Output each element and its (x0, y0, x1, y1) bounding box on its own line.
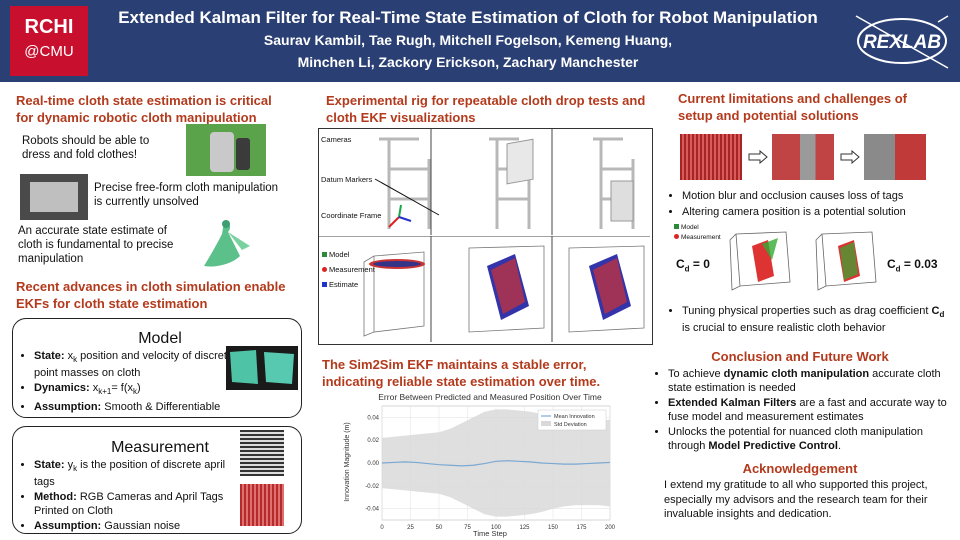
viz-legend-estimate: Estimate (322, 280, 375, 289)
heading-cloth-simulation: Recent advances in cloth simulation enab… (16, 279, 286, 311)
heading-experimental-rig: Experimental rig for repeatable cloth dr… (326, 93, 646, 125)
model-bullet-list: State: xk position and velocity of discr… (18, 350, 234, 416)
measurement-state-item: State: yk is the position of discrete ap… (34, 459, 248, 489)
chart-x-axis-label: Time Step (473, 529, 507, 538)
chart-legend-box (537, 409, 607, 431)
chart-y-tick-label: -0.02 (365, 484, 379, 490)
limitations-bullet-list: Motion blur and occlusion causes loss of… (666, 190, 952, 221)
cloth-dancer-image (204, 220, 250, 267)
conclusion-bullet-list: To achieve dynamic cloth manipulation ac… (652, 368, 950, 455)
chart-x-tick-label: 0 (380, 525, 384, 531)
model-assumption-item: Assumption: Smooth & Differentiable (34, 401, 234, 415)
measurement-assumption-item: Assumption: Gaussian noise (34, 520, 248, 534)
chart-x-tick-label: 25 (407, 525, 414, 531)
chart-mean-line (381, 460, 611, 467)
chart-y-axis-label: Innovation Magnitude (m) (344, 422, 351, 501)
viz-legend-measurement: Measurement (322, 265, 375, 274)
chart-legend-std-label: Std Deviation (554, 422, 587, 428)
model-state-item: State: xk position and velocity of discr… (34, 350, 234, 380)
rig-label-cameras: Cameras (321, 135, 352, 144)
robot-folding-photo (20, 174, 88, 220)
conclusion-item: Extended Kalman Filters are a fast and a… (668, 397, 950, 424)
chart-legend-mean-label: Mean Innovation (554, 414, 595, 420)
rexlab-logo-text: REXLAB (863, 32, 941, 53)
chart-y-tick-label: 0.04 (367, 415, 379, 421)
measurement-bullet-list: State: yk is the position of discrete ap… (18, 459, 248, 536)
drag-coefficient-item: Tuning physical properties such as drag … (682, 305, 952, 335)
rexlab-logo: REXLAB (855, 15, 949, 69)
acknowledgement-text: I extend my gratitude to all who support… (664, 479, 928, 520)
chart-x-tick-label: 75 (464, 525, 471, 531)
heading-acknowledgement: Acknowledgement (742, 461, 858, 476)
rig-label-coordinate-frame: Coordinate Frame (321, 211, 382, 220)
cd-003-label: Cd = 0.03 (887, 257, 938, 274)
rchi-logo-text: RCHI (24, 16, 74, 38)
cloth-photo-full-tags (680, 134, 742, 180)
chart-std-band (382, 409, 610, 517)
chart-y-tick-label: 0.02 (367, 438, 379, 444)
rig-label-datum-markers: Datum Markers (321, 175, 373, 184)
drag-cd003-plot (815, 231, 877, 291)
model-cloth-render (226, 346, 298, 390)
authors-line-2: Minchen Li, Zackory Erickson, Zachary Ma… (297, 54, 639, 70)
drag-legend: Model Measurement (674, 224, 721, 241)
chart-x-tick-label: 100 (491, 525, 502, 531)
ekf-3d-visualizations (319, 236, 650, 342)
chart-title: Error Between Predicted and Measured Pos… (378, 392, 602, 402)
text-robots-dress: Robots should be able to dress and fold … (22, 135, 150, 161)
chart-y-tick-label: -0.04 (365, 507, 379, 513)
innovation-chart: Error Between Predicted and Measured Pos… (344, 392, 616, 538)
chart-legend-std-swatch (541, 421, 551, 426)
measurement-title: Measurement (111, 439, 209, 456)
drag-bullet-list: Tuning physical properties such as drag … (666, 305, 952, 337)
limitation-item: Motion blur and occlusion causes loss of… (682, 190, 952, 204)
april-tag-cloth-red (240, 484, 284, 526)
cloth-photo-occluded-tags (864, 134, 926, 180)
text-accurate-estimate: An accurate state estimate of cloth is f… (18, 225, 174, 265)
chart-x-tick-label: 50 (436, 525, 443, 531)
rchi-logo-subtext: @CMU (24, 43, 74, 60)
arrow-right-icon (840, 150, 860, 164)
cloth-photo-partial-tags (772, 134, 834, 180)
heading-limitations: Current limitations and challenges of se… (678, 91, 907, 123)
poster-title-block: Extended Kalman Filter for Real-Time Sta… (96, 8, 840, 72)
chart-y-tick-label: 0.00 (367, 461, 379, 467)
poster-title: Extended Kalman Filter for Real-Time Sta… (118, 8, 818, 27)
model-title: Model (138, 330, 182, 347)
rig-photos (374, 129, 635, 235)
conclusion-item: Unlocks the potential for nuanced cloth … (668, 426, 950, 453)
text-freeform-unsolved: Precise free-form cloth manipulation is … (94, 182, 279, 208)
drag-cd0-plot (729, 231, 791, 291)
rchi-logo: RCHI @CMU (10, 6, 88, 76)
cd-zero-label: Cd = 0 (676, 257, 710, 274)
poster-header (0, 0, 960, 82)
drag-legend-measurement: Measurement (674, 234, 721, 241)
viz-legend-model: Model (322, 250, 375, 259)
chart-x-tick-label: 175 (576, 525, 587, 531)
chart-x-tick-label: 125 (519, 525, 530, 531)
heading-sim2sim-ekf: The Sim2Sim EKF maintains a stable error… (322, 357, 601, 389)
authors-line-1: Saurav Kambil, Tae Rugh, Mitchell Fogels… (263, 32, 673, 48)
heading-conclusion: Conclusion and Future Work (711, 349, 889, 364)
robot-dressing-photo (186, 124, 266, 176)
chart-x-tick-label: 150 (548, 525, 559, 531)
arrow-right-icon (748, 150, 768, 164)
measurement-method-item: Method: RGB Cameras and April Tags Print… (34, 491, 248, 518)
model-dynamics-item: Dynamics: xk+1= f(xk) (34, 382, 234, 399)
chart-x-tick-label: 200 (605, 525, 616, 531)
limitation-item: Altering camera position is a potential … (682, 206, 952, 220)
conclusion-item: To achieve dynamic cloth manipulation ac… (668, 368, 950, 395)
heading-realtime-estimation: Real-time cloth state estimation is crit… (16, 93, 272, 125)
april-tag-cloth-gray (240, 430, 284, 476)
drag-legend-model: Model (674, 224, 721, 231)
viz-legend: Model Measurement Estimate (322, 250, 375, 289)
